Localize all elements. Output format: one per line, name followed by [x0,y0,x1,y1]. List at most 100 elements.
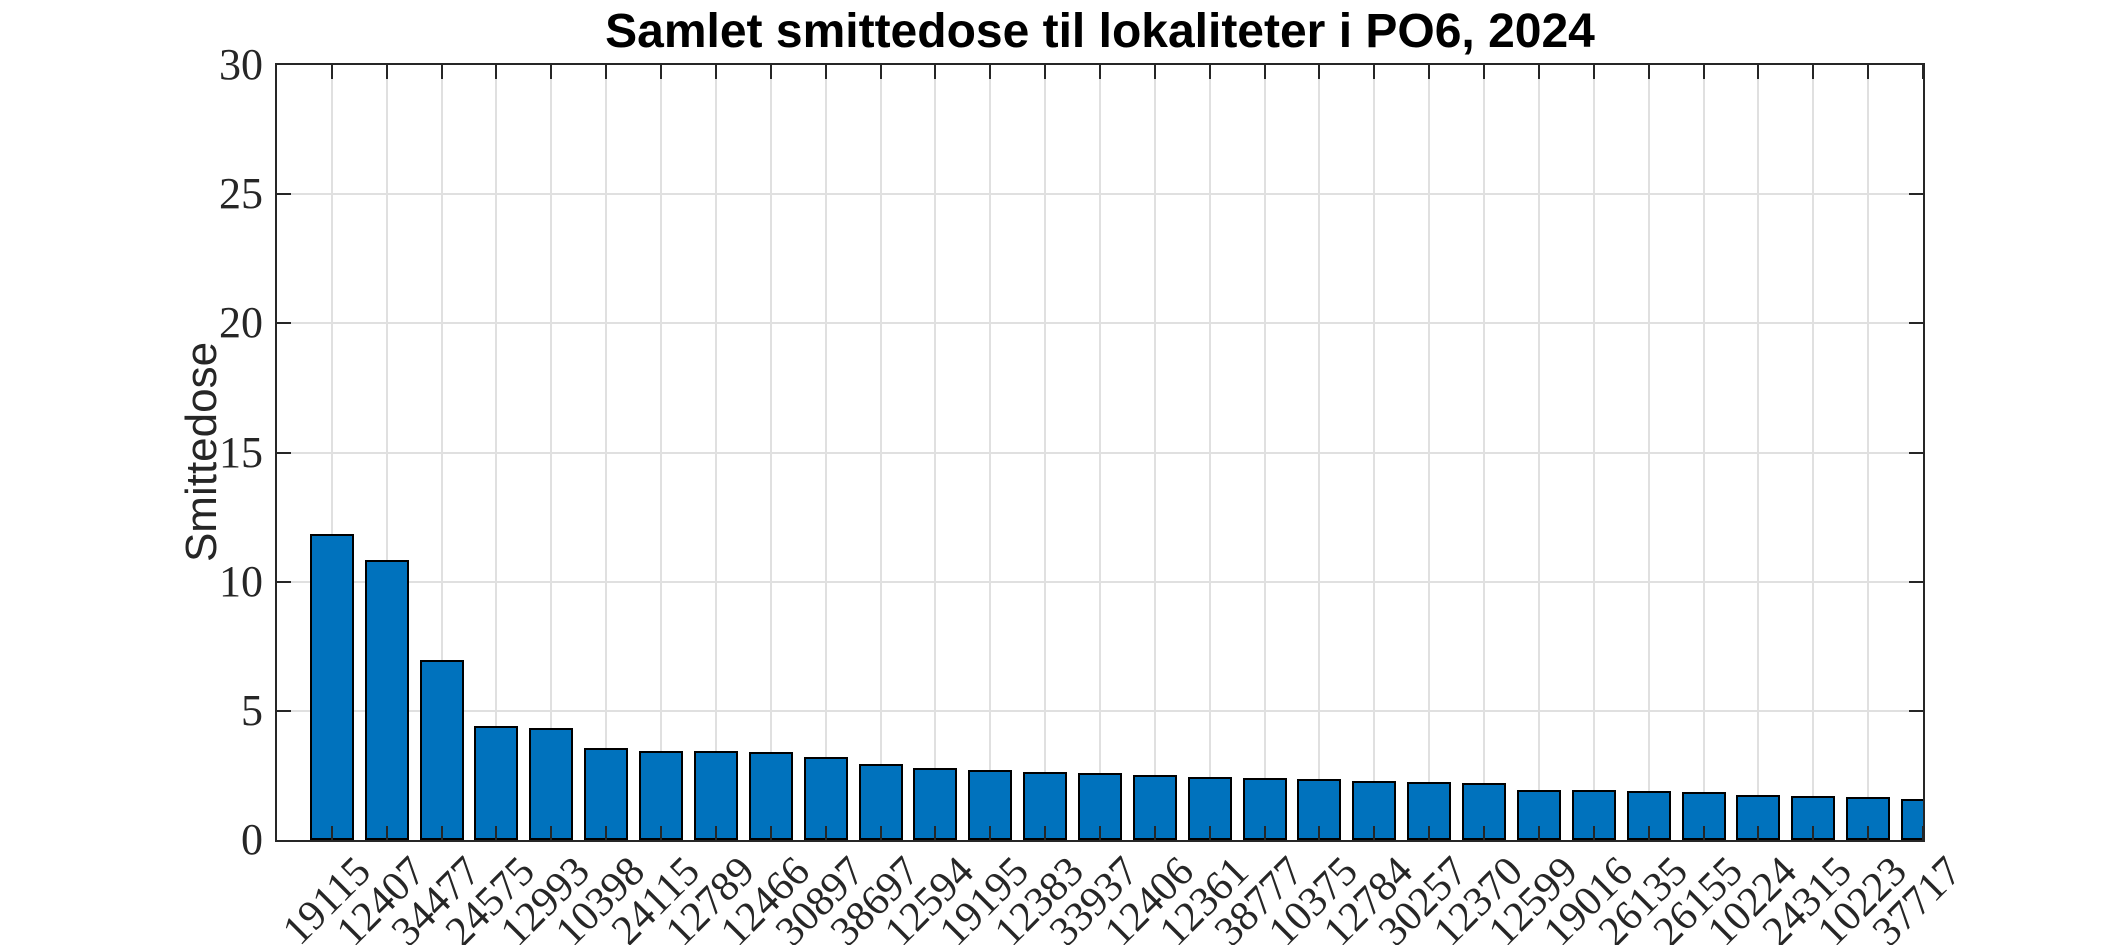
x-tick-mark-bottom [1867,826,1870,840]
x-tick-mark-bottom [989,826,992,840]
x-tick-mark-bottom [1428,826,1431,840]
x-tick-mark-top [1428,65,1431,79]
x-tick-mark-bottom [1263,826,1266,840]
x-tick-mark-bottom [330,826,333,840]
v-gridline [660,65,663,840]
x-tick-mark-bottom [1153,826,1156,840]
x-tick-mark-bottom [1044,826,1047,840]
v-gridline [385,65,388,840]
x-tick-mark-bottom [1537,826,1540,840]
y-tick-label: 20 [219,298,263,348]
x-tick-mark-bottom [1922,826,1923,840]
v-gridline [550,65,553,840]
v-gridline [495,65,498,840]
v-gridline [1044,65,1047,840]
x-tick-mark-bottom [550,826,553,840]
x-tick-mark-top [1208,65,1211,79]
x-tick-mark-bottom [1812,826,1815,840]
x-tick-mark-top [1099,65,1101,79]
x-tick-mark-bottom [1318,826,1321,840]
x-tick-mark-bottom [714,826,717,840]
x-tick-mark-bottom [1592,826,1595,840]
v-gridline [824,65,827,840]
x-tick-mark-top [550,65,553,79]
v-gridline [934,65,937,840]
x-tick-mark-top [1922,65,1923,79]
v-gridline [1263,65,1266,840]
v-gridline [1757,65,1760,840]
x-tick-mark-bottom [495,826,498,840]
v-gridline [1537,65,1540,840]
v-gridline [1153,65,1156,840]
v-gridline [1592,65,1595,840]
x-tick-mark-top [1153,65,1156,79]
bar-12789 [693,750,738,840]
v-gridline [714,65,717,840]
y-tick-label: 10 [219,556,263,606]
x-tick-mark-top [605,65,608,79]
plot-area [275,63,1925,842]
x-tick-mark-bottom [1483,826,1486,840]
x-tick-mark-bottom [1647,826,1650,840]
x-tick-mark-top [440,65,443,79]
x-tick-mark-top [824,65,827,79]
y-tick-mark-left [277,451,291,454]
y-tick-mark-right [1909,193,1923,196]
x-tick-mark-bottom [660,826,663,840]
bar-10398 [584,748,629,840]
x-tick-mark-top [1647,65,1650,79]
x-tick-mark-top [1592,65,1595,79]
v-gridline [1099,65,1101,840]
x-tick-mark-top [1373,65,1376,79]
x-tick-mark-bottom [440,826,443,840]
y-tick-mark-left [277,580,291,583]
v-gridline [1812,65,1815,840]
v-gridline [440,65,443,840]
v-gridline [1867,65,1870,840]
x-tick-mark-top [1483,65,1486,79]
v-gridline [1318,65,1321,840]
x-tick-mark-top [1867,65,1870,79]
y-tick-mark-right [1909,451,1923,454]
x-tick-mark-top [1812,65,1815,79]
y-tick-mark-left [277,193,291,196]
y-tick-label: 30 [219,40,263,89]
x-tick-mark-bottom [1208,826,1211,840]
bar-12466 [748,752,793,840]
y-tick-label: 0 [241,815,263,864]
x-tick-mark-top [330,65,333,79]
y-tick-mark-right [1909,322,1923,325]
x-tick-mark-bottom [934,826,937,840]
y-tick-mark-left [277,709,291,712]
x-tick-mark-top [1318,65,1321,79]
v-gridline [1208,65,1211,840]
y-tick-mark-left [277,322,291,325]
bar-19115 [309,533,354,840]
bar-12407 [364,559,409,840]
v-gridline [879,65,882,840]
x-tick-mark-bottom [769,826,772,840]
x-tick-mark-top [660,65,663,79]
bar-37717 [1901,798,1923,840]
x-tick-mark-bottom [605,826,608,840]
x-tick-mark-top [989,65,992,79]
v-gridline [330,65,333,840]
bar-24115 [639,750,684,840]
v-gridline [605,65,608,840]
y-tick-mark-right [1909,709,1923,712]
x-tick-mark-bottom [824,826,827,840]
v-gridline [989,65,992,840]
x-tick-mark-top [934,65,937,79]
y-tick-label: 25 [219,169,263,219]
chart-title: Samlet smittedose til lokaliteter i PO6,… [605,5,1595,58]
x-tick-mark-bottom [385,826,388,840]
bar-24575 [474,726,519,840]
x-tick-mark-bottom [1099,826,1101,840]
v-gridline [1483,65,1486,840]
bar-24315 [1791,796,1836,840]
y-tick-label: 5 [241,685,263,735]
x-tick-mark-bottom [1373,826,1376,840]
y-tick-label: 15 [219,427,263,477]
x-tick-mark-top [769,65,772,79]
